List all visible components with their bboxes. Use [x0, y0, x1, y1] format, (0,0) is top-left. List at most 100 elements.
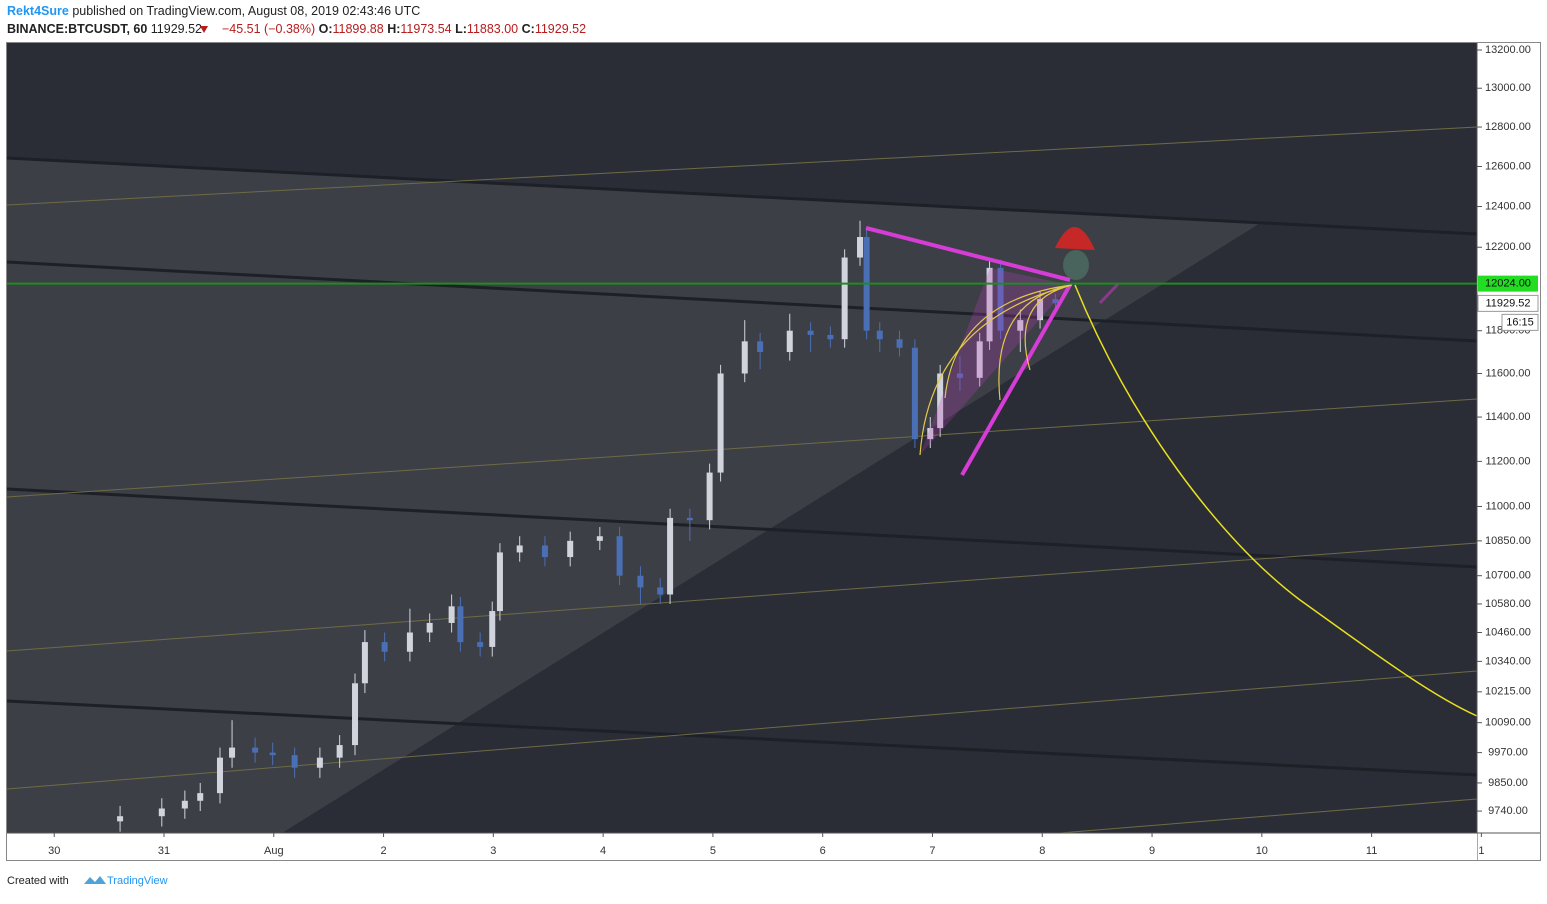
- o-label: O:: [319, 22, 333, 36]
- published: published on TradingView.com, August 08,…: [72, 4, 420, 18]
- candle-body: [857, 237, 864, 258]
- candle-body: [181, 800, 188, 809]
- y-tick-label: 9740.00: [1488, 805, 1528, 817]
- candle-body: [927, 428, 934, 440]
- x-tick-label: Aug: [264, 845, 284, 857]
- candle-body: [706, 472, 713, 521]
- candle-body: [717, 373, 724, 473]
- price-label-box: [1477, 294, 1539, 312]
- candle-body: [496, 552, 503, 612]
- trend-line: [6, 156, 1478, 236]
- candle-body: [637, 575, 644, 588]
- y-tick-label: 13200.00: [1485, 44, 1531, 56]
- candle-body: [541, 545, 548, 558]
- y-tick-label: 11600.00: [1485, 367, 1530, 379]
- candle-body: [986, 267, 993, 342]
- candle-body: [426, 622, 433, 633]
- candle-body: [229, 747, 236, 758]
- high: 11973.54: [400, 22, 451, 36]
- x-tick-label: 10: [1256, 845, 1268, 857]
- pink-dash: [1098, 282, 1120, 305]
- x-tick-label: 31: [158, 845, 170, 857]
- y-tick-label: 10850.00: [1485, 535, 1531, 547]
- frame: [6, 42, 1541, 861]
- price-label: 12024.00: [1485, 278, 1531, 290]
- candle-body: [976, 341, 983, 378]
- trend-line: [6, 260, 1478, 343]
- candle-body: [1017, 320, 1024, 331]
- candle-body: [616, 536, 623, 576]
- candle-body: [827, 334, 834, 340]
- candle-body: [997, 267, 1004, 331]
- y-tick-label: 9850.00: [1488, 777, 1528, 789]
- candle-body: [316, 757, 323, 768]
- candle-body: [956, 373, 963, 378]
- channel-line: [6, 398, 1478, 498]
- hat: [1055, 226, 1095, 250]
- x-tick-label: 6: [820, 845, 826, 857]
- candle-body: [197, 793, 204, 801]
- candle-body: [381, 642, 388, 652]
- candle-body: [117, 816, 124, 822]
- pink-line: [960, 284, 1072, 476]
- candle-body: [336, 745, 343, 758]
- x-tick-label: 11: [1366, 845, 1377, 857]
- y-tick-label: 10460.00: [1485, 626, 1531, 638]
- candle-body: [252, 747, 259, 753]
- x-tick-label: 3: [490, 845, 496, 857]
- candle-body: [937, 373, 944, 429]
- candle-body: [741, 341, 748, 374]
- candle-body: [158, 808, 165, 817]
- y-axis-area: [1477, 43, 1540, 860]
- y-tick-label: 11400.00: [1485, 411, 1530, 423]
- candle-body: [841, 257, 848, 340]
- x-tick-label: 9: [1149, 845, 1155, 857]
- candle-body: [457, 606, 464, 643]
- h-label: H:: [387, 22, 400, 36]
- candle-body: [406, 632, 413, 652]
- candle-body: [911, 347, 918, 440]
- y-tick-label: 10090.00: [1485, 717, 1531, 729]
- candle-body: [786, 330, 793, 353]
- channel-line: [1059, 798, 1478, 834]
- candle-body: [1052, 299, 1059, 304]
- author[interactable]: Rekt4Sure: [7, 4, 69, 18]
- x-axis-area: [7, 833, 1477, 860]
- trend-line: [6, 487, 1478, 569]
- candle-body: [448, 606, 455, 623]
- y-tick-label: 13000.00: [1485, 82, 1531, 94]
- symbol-line: BINANCE:BTCUSDT, 60 11929.52 −45.51 (−0.3…: [7, 22, 586, 36]
- candles: [117, 220, 1059, 832]
- change: −45.51 (−0.38%): [222, 22, 315, 36]
- candle-body: [876, 330, 883, 340]
- trend-line: [6, 699, 1478, 777]
- y-tick-label: 10580.00: [1485, 598, 1531, 610]
- candle-body: [291, 755, 298, 768]
- candle-body: [667, 517, 674, 595]
- x-tick-label: 5: [710, 845, 716, 857]
- y-tick-label: 12800.00: [1485, 121, 1531, 133]
- y-tick-label: 10215.00: [1485, 686, 1531, 698]
- candle-body: [361, 642, 368, 684]
- arc-lines: [919, 284, 1073, 456]
- close: 11929.52: [535, 22, 586, 36]
- brand[interactable]: TradingView: [107, 875, 168, 887]
- last: 11929.52: [151, 22, 202, 36]
- channel-line: [6, 126, 1478, 206]
- channel-line: [6, 542, 1478, 652]
- candle-body: [757, 341, 764, 353]
- candle-body: [516, 545, 523, 553]
- candle-body: [807, 330, 814, 335]
- x-tick-label: 2: [380, 845, 386, 857]
- candle-body: [352, 683, 359, 746]
- candle-body: [896, 339, 903, 348]
- price-label: 11929.52: [1485, 297, 1530, 309]
- price-label-box: [1478, 275, 1538, 292]
- y-tick-label: 10340.00: [1485, 655, 1531, 667]
- y-tick-label: 11200.00: [1485, 455, 1530, 467]
- pink-wedge: [920, 268, 1070, 455]
- candle-body: [269, 752, 276, 756]
- x-tick-label: 1: [1478, 845, 1484, 857]
- x-tick-label: 30: [48, 845, 60, 857]
